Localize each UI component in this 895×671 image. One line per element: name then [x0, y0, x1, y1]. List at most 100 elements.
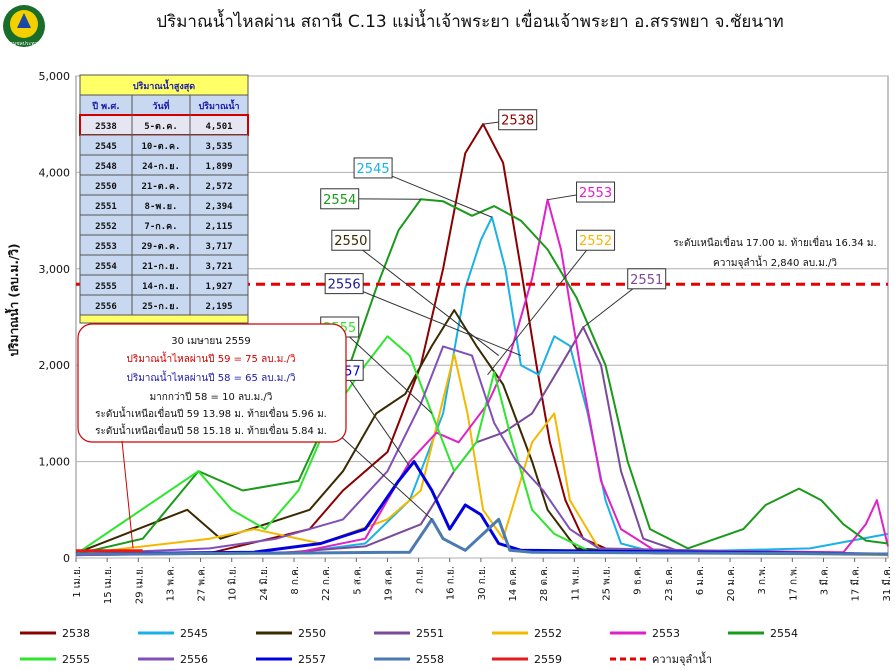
- y-axis: 0 1,000 2,000 3,000 4,000 5,000: [39, 70, 71, 565]
- table-cell: 2538: [95, 122, 117, 132]
- note-line-5: ระดับน้ำเหนือเขื่อนปี 58 15.18 ม. ท้ายเข…: [95, 423, 327, 437]
- y-tick-label: 1,000: [39, 456, 71, 469]
- y-tick-label: 2,000: [39, 359, 71, 372]
- table-cell: 3,535: [205, 142, 232, 152]
- x-tick-label: 2 ก.ย.: [415, 566, 426, 594]
- x-tick-label: 17 มี.ค.: [850, 566, 862, 602]
- callout-label-2545: 2545: [357, 162, 390, 177]
- logo: กรมชลประทาน: [3, 5, 45, 47]
- table-cell: 21-ต.ค.: [142, 182, 181, 192]
- table-title: ปริมาณน้ำสูงสุด: [133, 79, 195, 92]
- table-header-cell: วันที่: [152, 99, 169, 112]
- x-tick-label: 24 มิ.ย.: [259, 566, 270, 601]
- note-box-frame: [77, 323, 347, 443]
- series-line-2555: [75, 335, 889, 556]
- table-cell: 2554: [95, 262, 117, 272]
- logo-text: กรมชลประทาน: [7, 41, 41, 47]
- table-cell: 7-ก.ค.: [144, 222, 177, 232]
- table-cell: 2556: [95, 302, 117, 312]
- table-cell: 21-ก.ย.: [142, 262, 180, 272]
- note-box: 30 เมษายน 2559 ปริมาณน้ำไหลผ่านปี 59 = 7…: [77, 323, 347, 549]
- callout-box-2550: [331, 229, 371, 251]
- legend-label-2553: 2553: [652, 627, 680, 640]
- table-cell: 10-ต.ค.: [142, 142, 181, 152]
- legend-label-2538: 2538: [62, 627, 90, 640]
- legend-label-2558: 2558: [416, 653, 444, 666]
- y-axis-label: ปริมาณน้ำ (ลบ.ม./วิ): [4, 243, 21, 356]
- legend-label-ความจุลำน้ำ: ความจุลำน้ำ: [652, 651, 712, 666]
- x-tick-label: 23 ธ.ค.: [664, 566, 675, 601]
- table-cell: 5-ต.ค.: [144, 122, 178, 132]
- callout-box-2556: [324, 273, 364, 295]
- legend-label-2545: 2545: [180, 627, 208, 640]
- callout-box-2551: [627, 268, 667, 290]
- x-tick-label: 16 ก.ย.: [446, 566, 457, 600]
- legend-label-2550: 2550: [298, 627, 326, 640]
- x-axis: 1 เม.ย. 15 เม.ย. 29 เม.ย. 13 พ.ค. 27 พ.ค. 10 …: [72, 566, 893, 604]
- table-cell: 2552: [95, 222, 117, 232]
- x-tick-label: 17 ก.พ.: [788, 566, 799, 601]
- table-cell: 2,195: [205, 302, 232, 312]
- callout-label-2552: 2552: [579, 234, 612, 249]
- note-line-4: ระดับน้ำเหนือเขื่อนปี 59 13.98 ม. ท้ายเข…: [95, 406, 327, 420]
- series-line-2554: [75, 198, 889, 556]
- x-tick-label: 9 ธ.ค.: [633, 566, 644, 595]
- series-line-2558: [75, 517, 889, 556]
- callouts: 2538254525542553255025522551255625552557…: [286, 109, 667, 520]
- x-tick-label: 28 ต.ค.: [539, 566, 550, 601]
- x-tick-label: 13 พ.ค.: [165, 566, 176, 602]
- table-body: ปี พ.ศ. วันที่ ปริมาณน้ำ 2538 5-ต.ค. 4,501 254…: [79, 94, 249, 316]
- table-cell: 14-ก.ย.: [142, 282, 180, 292]
- y-tick-label: 5,000: [39, 70, 71, 83]
- callout-box-2538: [498, 109, 538, 131]
- note-line-3: มากกว่าปี 58 = 10 ลบ.ม./วิ: [150, 391, 273, 403]
- x-tick-label: 3 ก.พ.: [757, 566, 768, 595]
- table-cell: 2,572: [205, 182, 232, 192]
- note-line-2: ปริมาณน้ำไหลผ่านปี 58 = 65 ลบ.ม./วิ: [126, 370, 295, 384]
- table-cell: 2550: [95, 182, 117, 192]
- y-tick-label: 0: [63, 552, 70, 565]
- x-tick-label: 29 เม.ย.: [134, 566, 145, 604]
- table-cell: 2548: [95, 162, 117, 172]
- callout-leader-2555: [338, 326, 433, 414]
- table-cell: 8-พ.ย.: [145, 202, 178, 212]
- logo-mark: [17, 13, 31, 28]
- callout-box-2554: [320, 188, 360, 210]
- table-cell: 2545: [95, 142, 117, 152]
- legend-label-2551: 2551: [416, 627, 444, 640]
- table-cell: 2551: [95, 202, 117, 212]
- capacity-note-2: ความจุลำน้ำ 2,840 ลบ.ม./วิ: [713, 255, 837, 269]
- table-cell: 29-ต.ค.: [142, 242, 181, 252]
- x-tick-label: 31 มี.ค.: [881, 566, 893, 602]
- legend-label-2557: 2557: [298, 653, 326, 666]
- y-tick-label: 4,000: [39, 166, 71, 179]
- x-tick-label: 14 ต.ค.: [508, 566, 519, 601]
- x-tick-label: 15 เม.ย.: [103, 566, 114, 604]
- callout-label-2551: 2551: [630, 273, 663, 288]
- x-tick-label: 20 ม.ค.: [726, 566, 737, 602]
- table-header-cell: ปริมาณน้ำ: [198, 99, 239, 112]
- series-line-2557: [75, 460, 889, 556]
- x-tick-label: 30 ก.ย.: [477, 566, 488, 600]
- x-tick-label: 27 พ.ค.: [197, 566, 208, 602]
- callout-label-2550: 2550: [334, 234, 367, 249]
- x-tick-label: 22 ก.ค.: [321, 566, 332, 601]
- legend-label-2559: 2559: [534, 653, 562, 666]
- max-flow-table: ปริมาณน้ำสูงสุด ปี พ.ศ. วันที่ ปริมาณน้ำ 25…: [79, 74, 249, 324]
- table-cell: 3,721: [205, 262, 232, 272]
- callout-leader-2552: [487, 239, 595, 376]
- table-cell: 24-ก.ย.: [142, 162, 180, 172]
- callout-label-2556: 2556: [328, 278, 361, 293]
- table-cell: 1,899: [205, 162, 232, 172]
- note-line-1: ปริมาณน้ำไหลผ่านปี 59 = 75 ลบ.ม./วิ: [126, 351, 295, 365]
- callout-label-2554: 2554: [323, 193, 356, 208]
- callout-label-2553: 2553: [579, 186, 612, 201]
- series-line-2556: [75, 345, 889, 556]
- table-cell: 2553: [95, 242, 117, 252]
- table-cell: 3,717: [205, 242, 232, 252]
- x-tick-label: 6 ม.ค.: [695, 566, 706, 595]
- table-cell: 25-ก.ย.: [142, 302, 180, 312]
- callout-box-2553: [576, 181, 616, 203]
- legend-label-2556: 2556: [180, 653, 208, 666]
